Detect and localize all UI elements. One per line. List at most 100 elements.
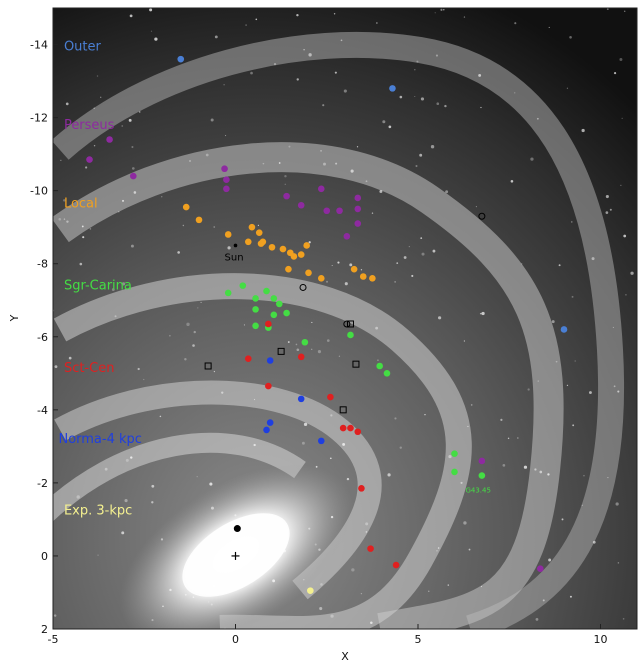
data-point-perseus (354, 205, 362, 213)
arm-label: Local (64, 196, 98, 211)
data-marks (86, 55, 568, 594)
star-speckle (342, 442, 346, 446)
star-speckle (245, 24, 247, 26)
data-point-sgr-carina (383, 369, 391, 377)
star-speckle (121, 531, 125, 535)
star-speckle (340, 39, 343, 42)
star-speckle (200, 301, 202, 304)
star-speckle (205, 153, 209, 157)
star-speckle (151, 484, 155, 488)
star-speckle (322, 104, 325, 107)
star-speckle (447, 584, 450, 586)
star-speckle (284, 175, 287, 178)
data-point-local (359, 273, 367, 280)
star-speckle (60, 159, 62, 162)
data-point-perseus (283, 192, 290, 200)
data-point-local (317, 275, 325, 282)
star-speckle (548, 26, 550, 28)
star-speckle (408, 246, 410, 248)
star-speckle (100, 96, 102, 99)
star-speckle (444, 104, 447, 108)
star-speckle (630, 271, 634, 275)
data-point-perseus (343, 233, 351, 240)
data-point-sct-cen (392, 561, 400, 569)
star-speckle (605, 194, 609, 199)
star-speckle (212, 584, 216, 587)
star-speckle (448, 454, 452, 459)
star-speckle (121, 199, 125, 202)
data-point-sct-cen (327, 393, 334, 401)
star-speckle (168, 334, 171, 337)
arm-label: Perseus (64, 118, 115, 133)
data-point-sct-cen (354, 428, 362, 436)
star-speckle (308, 527, 311, 530)
data-point-local (257, 240, 265, 247)
star-speckle (169, 588, 172, 592)
data-point-sgr-carina (252, 306, 259, 313)
star-speckle (213, 226, 216, 228)
star-speckle (193, 330, 196, 334)
star-speckle (609, 208, 612, 211)
star-speckle (420, 97, 425, 101)
y-tick-label: -2 (37, 477, 48, 490)
arm-label: Norma-4 kpc (58, 432, 141, 447)
star-speckle (121, 125, 124, 127)
star-speckle (620, 184, 622, 186)
star-speckle (308, 241, 311, 244)
star-speckle (569, 35, 572, 39)
star-speckle (63, 199, 66, 202)
star-speckle (351, 568, 355, 572)
star-speckle (555, 360, 558, 363)
star-speckle (133, 191, 137, 194)
data-point-exp-3kpc (307, 587, 314, 594)
star-speckle (81, 225, 84, 228)
data-point-local (279, 245, 287, 253)
star-speckle (480, 106, 482, 109)
data-point-sgr-carina (347, 331, 354, 339)
open-square-marker (339, 406, 347, 414)
star-speckle (440, 8, 443, 11)
data-point-sct-cen (297, 353, 305, 361)
star-speckle (214, 35, 218, 39)
star-speckle (213, 370, 216, 373)
data-point-local (182, 203, 190, 211)
data-point-sgr-carina (376, 362, 383, 370)
sun-marker (233, 243, 238, 248)
star-speckle (150, 30, 153, 32)
star-speckle (326, 280, 328, 283)
data-point-norma-4kpc (266, 357, 274, 364)
star-speckle (438, 316, 442, 320)
star-speckle (475, 206, 477, 208)
star-speckle (344, 282, 348, 286)
data-point-local (244, 238, 252, 246)
star-speckle (360, 269, 363, 271)
star-speckle (432, 249, 436, 253)
data-point-local (303, 242, 310, 249)
star-speckle (467, 425, 469, 428)
star-speckle (121, 282, 126, 286)
data-point-norma-4kpc (317, 437, 325, 445)
star-speckle (159, 415, 162, 418)
data-point-sgr-carina (478, 472, 486, 479)
data-point-sgr-carina (301, 338, 309, 346)
star-speckle (303, 422, 308, 427)
star-speckle (514, 22, 517, 25)
star-speckle (230, 570, 233, 573)
star-speckle (234, 514, 237, 517)
data-point-norma-4kpc (297, 395, 305, 403)
star-speckle (445, 190, 449, 194)
data-point-sct-cen (265, 382, 272, 390)
open-square-marker (204, 362, 212, 370)
star-speckle (284, 183, 286, 185)
data-point-perseus (223, 176, 230, 183)
data-point-sgr-carina (224, 289, 232, 297)
star-speckle (68, 356, 72, 360)
star-speckle (253, 398, 256, 401)
star-speckle (569, 595, 572, 598)
star-speckle (547, 473, 550, 476)
data-point-norma-4kpc (266, 419, 274, 426)
star-speckle (130, 244, 134, 248)
data-point-sgr-carina (451, 450, 458, 457)
open-circle-marker (478, 212, 486, 220)
star-speckle (227, 246, 231, 250)
